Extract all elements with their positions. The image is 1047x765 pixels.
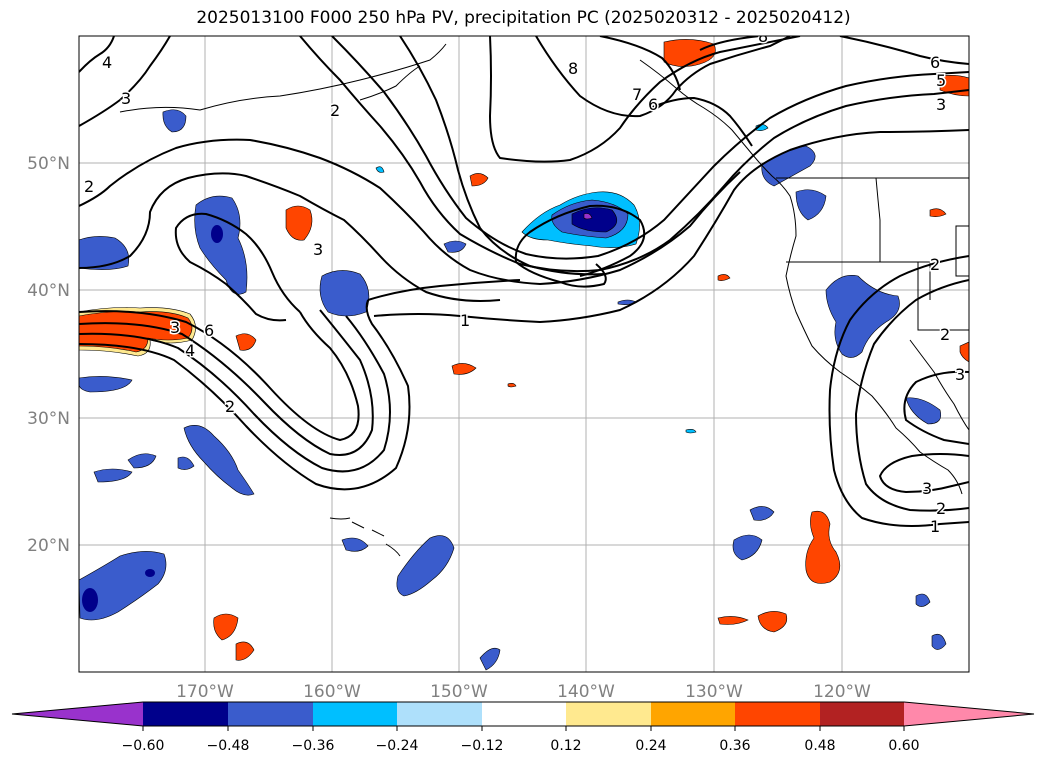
colorbar: −0.60 −0.48 −0.36 −0.24 −0.12 0.12 0.24 … [11,701,1035,754]
lat-label: 50°N [27,154,70,174]
pv-contour-labels: 4 3 2 2 3 8 7 6 6 5 3 4 2 3 6 1 2 3 2 1 … [83,27,967,538]
colorbar-tick-label: 0.24 [635,738,666,754]
colorbar-tick-label: 0.60 [888,738,919,754]
lat-label: 20°N [27,536,70,556]
lon-label: 120°W [813,682,871,702]
colorbar-tick-label: −0.48 [207,738,250,754]
colorbar-tick-label: −0.60 [122,738,165,754]
longitude-labels: 170°W 160°W 150°W 140°W 130°W 120°W [176,682,871,702]
lon-label: 130°W [685,682,743,702]
contour-label: 1 [460,311,470,330]
colorbar-segment [566,702,651,726]
contour-label: 4 [185,341,195,360]
colorbar-segment [397,702,482,726]
colorbar-segment [313,702,397,726]
colorbar-tick-label: 0.12 [550,738,581,754]
colorbar-segment [820,702,904,726]
contour-label: 3 [955,365,965,384]
contour-label: 2 [330,101,340,120]
contour-label: 8 [568,59,578,78]
contour-label: 8 [758,27,768,46]
contour-label: 2 [225,397,235,416]
contour-label: 4 [102,53,112,72]
lon-label: 150°W [430,682,488,702]
lon-label: 160°W [303,682,361,702]
map-border [78,35,970,673]
contour-label: 3 [121,89,131,108]
contour-label: 3 [170,318,180,337]
map-title: 2025013100 F000 250 hPa PV, precipitatio… [196,8,851,28]
contour-label: 7 [632,85,642,104]
colorbar-extend-left [12,702,143,726]
precip-negative-areas [79,109,947,671]
colorbar-tick-label: −0.36 [292,738,335,754]
colorbar-segment [735,702,820,726]
pv-contours [79,36,969,527]
colorbar-segment [482,702,566,726]
contour-label: 2 [936,499,946,518]
colorbar-segment [228,702,313,726]
colorbar-extend-right [904,702,1034,726]
contour-label: 6 [648,95,658,114]
lon-label: 170°W [176,682,234,702]
colorbar-tick-label: 0.36 [719,738,750,754]
contour-label: 2 [940,325,950,344]
colorbar-segment [651,702,735,726]
contour-label: 1 [930,517,940,536]
lon-label: 140°W [557,682,615,702]
lat-label: 30°N [27,409,70,429]
lat-label: 40°N [27,281,70,301]
contour-label: 2 [84,177,94,196]
colorbar-segment [143,702,228,726]
colorbar-tick-label: −0.24 [376,738,419,754]
contour-label: 2 [930,255,940,274]
precip-positive-areas [79,39,969,661]
colorbar-tick-label: 0.48 [804,738,835,754]
latitude-labels: 50°N 40°N 30°N 20°N [27,154,70,556]
coastlines [119,43,969,557]
contour-label: 3 [936,95,946,114]
contour-label: 3 [313,240,323,259]
contour-label: 6 [204,321,214,340]
colorbar-tick-label: −0.12 [461,738,504,754]
contour-label: 3 [922,479,932,498]
contour-label: 5 [936,71,946,90]
contour-label: 6 [930,53,940,72]
